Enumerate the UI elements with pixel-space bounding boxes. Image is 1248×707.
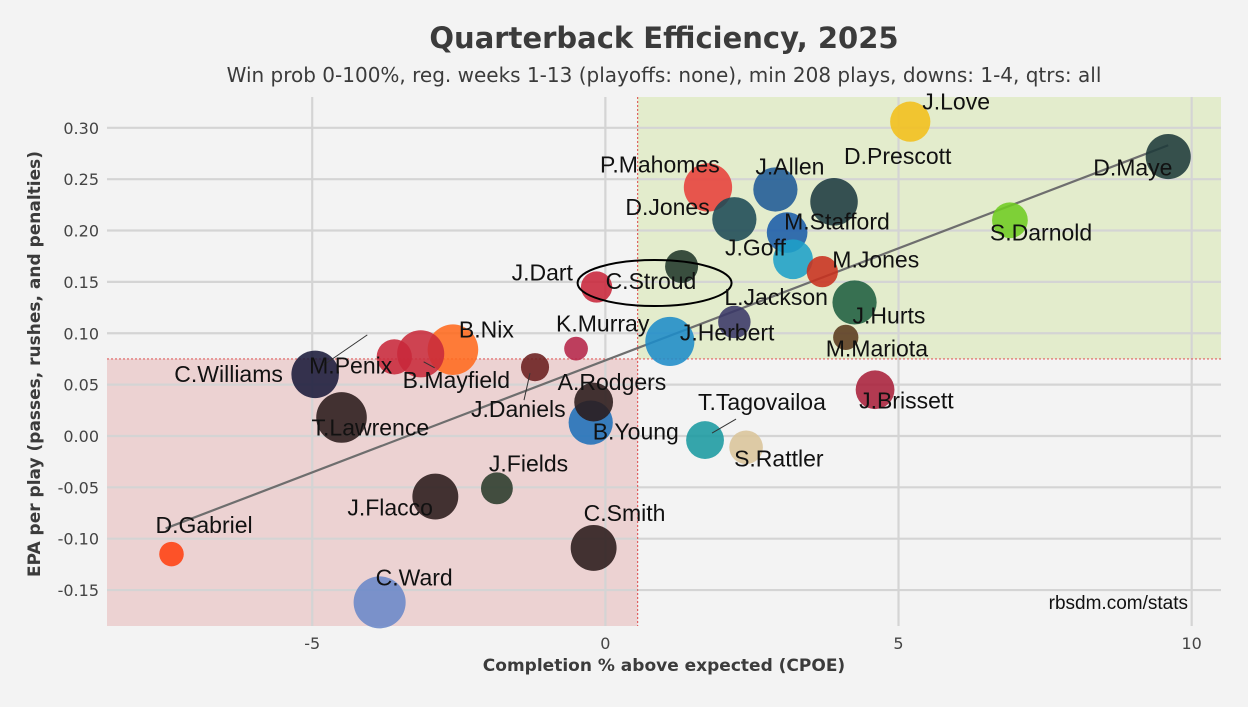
label-j-daniels: J.Daniels	[471, 396, 566, 422]
label-d-prescott: D.Prescott	[844, 143, 952, 169]
chart-subtitle: Win prob 0-100%, reg. weeks 1-13 (playof…	[227, 63, 1102, 87]
point-d-gabriel	[159, 541, 184, 567]
label-c-williams: C.Williams	[174, 361, 283, 387]
label-m-penix: M.Penix	[309, 352, 393, 378]
label-c-ward: C.Ward	[376, 564, 453, 590]
chart-title: Quarterback Efficiency, 2025	[429, 21, 898, 55]
point-j-flacco	[412, 473, 459, 520]
label-b-mayfield: B.Mayfield	[403, 367, 510, 393]
point-m-jones	[806, 255, 838, 288]
point-c-ward	[353, 576, 406, 629]
label-j-brissett: J.Brissett	[859, 388, 954, 414]
label-leader-lines	[322, 334, 737, 434]
x-tick-label: 10	[1182, 634, 1202, 653]
label-b-nix: B.Nix	[459, 317, 514, 343]
label-p-mahomes: P.Mahomes	[600, 151, 720, 177]
y-tick-label: -0.10	[58, 530, 99, 549]
label-s-darnold: S.Darnold	[990, 219, 1092, 245]
point-s-darnold	[992, 202, 1028, 239]
label-j-fields: J.Fields	[489, 450, 568, 476]
point-d-prescott	[810, 178, 858, 226]
leader-t-tagovailoa	[711, 418, 737, 434]
point-j-hurts	[832, 280, 877, 325]
point-j-herbert	[645, 316, 695, 367]
label-d-jones: D.Jones	[625, 194, 709, 220]
label-d-maye: D.Maye	[1093, 155, 1172, 181]
label-b-young: B.Young	[593, 419, 679, 445]
label-j-goff: J.Goff	[725, 234, 787, 260]
point-a-rodgers	[574, 382, 614, 422]
y-tick-label: -0.05	[58, 478, 99, 497]
y-tick-label: 0.20	[63, 222, 99, 241]
y-tick-label: 0.25	[63, 170, 99, 189]
point-j-brissett	[855, 370, 895, 410]
leader-j-daniels	[523, 373, 531, 401]
point-c-williams	[376, 339, 412, 375]
point-j-love	[890, 101, 931, 142]
y-tick-label: 0.15	[63, 273, 99, 292]
point-j-dart	[665, 249, 699, 284]
label-a-rodgers: A.Rodgers	[558, 369, 667, 395]
label-m-mariota: M.Mariota	[826, 335, 928, 361]
point-labels: J.Love D.Maye P.Mahomes J.Allen D.Prescott S.…	[155, 89, 1172, 591]
label-d-gabriel: D.Gabriel	[155, 512, 252, 538]
gridlines	[107, 97, 1221, 626]
y-tick-label: -0.15	[58, 581, 99, 600]
point-l-jackson	[718, 305, 751, 339]
y-tick-label: 0.00	[63, 427, 99, 446]
y-tick-label: 0.05	[63, 376, 99, 395]
data-points	[159, 101, 1191, 629]
point-t-lawrence	[316, 392, 367, 443]
highlight-ellipse	[576, 259, 733, 308]
label-j-dart: J.Dart	[512, 259, 574, 285]
point-c-smith	[570, 524, 617, 571]
label-t-tagovailoa: T.Tagovailoa	[698, 389, 826, 415]
point-j-daniels	[520, 353, 550, 382]
point-m-mariota	[833, 324, 859, 351]
source-note: rbsdm.com/stats	[1049, 593, 1188, 614]
label-t-lawrence: T.Lawrence	[312, 414, 430, 440]
tick-labels: -5 0 5 10 -0.15 -0.10 -0.05 0.00 0.05 0.10 0.15 0.2…	[58, 119, 1202, 653]
x-tick-label: 0	[600, 634, 610, 653]
point-j-goff	[773, 239, 813, 280]
y-tick-label: 0.30	[63, 119, 99, 138]
label-s-rattler: S.Rattler	[734, 445, 824, 471]
label-j-hurts: J.Hurts	[853, 302, 926, 328]
x-tick-label: -5	[304, 634, 320, 653]
y-axis-label: EPA per play (passes, rushes, and penalt…	[25, 151, 45, 577]
point-t-tagovailoa	[686, 421, 724, 459]
point-j-allen	[753, 167, 798, 212]
label-l-jackson: L.Jackson	[724, 284, 828, 310]
leader-c-williams	[322, 334, 368, 367]
label-j-allen: J.Allen	[755, 153, 824, 179]
point-d-maye	[1145, 134, 1191, 180]
point-d-jones	[712, 197, 757, 242]
point-p-mahomes	[683, 163, 733, 212]
y-tick-label: 0.10	[63, 324, 99, 343]
leader-b-mayfield	[423, 361, 435, 369]
x-tick-label: 5	[893, 634, 903, 653]
label-k-murray: K.Murray	[556, 311, 650, 337]
label-j-herbert: J.Herbert	[680, 319, 775, 345]
label-c-stroud: C.Stroud	[606, 268, 697, 294]
label-j-flacco: J.Flacco	[347, 495, 433, 521]
point-k-murray	[564, 336, 588, 361]
x-axis-label: Completion % above expected (CPOE)	[483, 656, 845, 676]
label-m-jones: M.Jones	[832, 247, 919, 273]
point-s-rattler	[729, 430, 763, 465]
label-c-smith: C.Smith	[584, 500, 666, 526]
point-j-fields	[480, 472, 513, 505]
label-m-stafford: M.Stafford	[784, 209, 890, 235]
label-j-love: J.Love	[922, 89, 990, 115]
